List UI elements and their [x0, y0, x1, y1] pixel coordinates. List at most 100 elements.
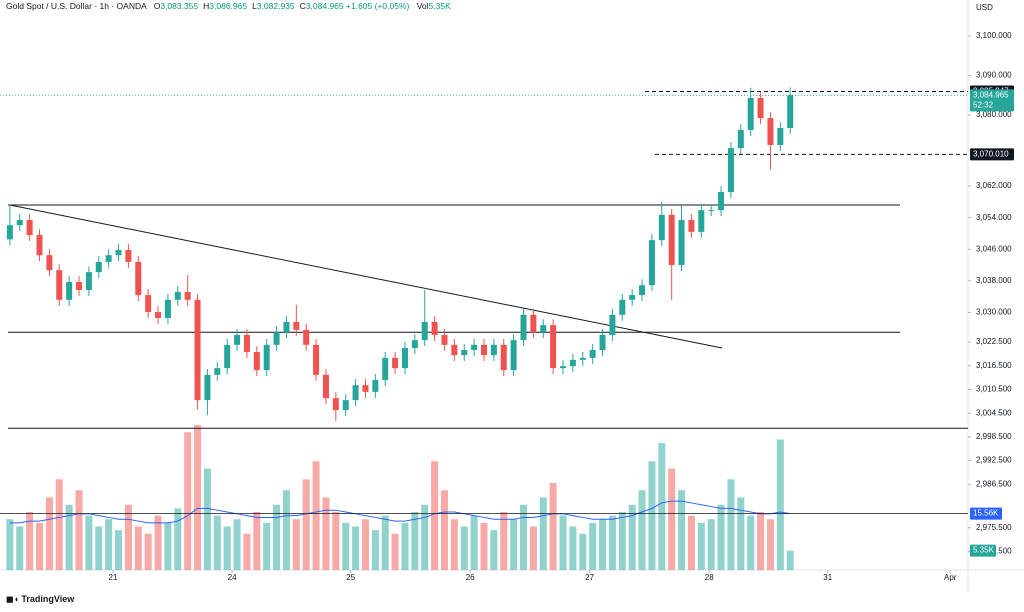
- field-value: 3,082.935: [256, 1, 295, 11]
- volume-bar: [579, 533, 587, 570]
- x-tick-label: 27: [585, 573, 594, 582]
- candle-body: [579, 357, 586, 360]
- candle-body: [214, 368, 221, 375]
- candle-body: [263, 344, 270, 371]
- volume-bar: [757, 512, 765, 570]
- candle-body: [313, 344, 320, 375]
- y-tick-label: 3,010.500: [976, 385, 1012, 394]
- y-tick-label: 2,986.500: [976, 479, 1012, 488]
- x-tick-label: 24: [228, 573, 237, 582]
- volume-bar: [737, 497, 745, 570]
- volume-bar: [115, 530, 123, 570]
- candle-body: [155, 312, 162, 318]
- last-price-box: [970, 89, 1014, 112]
- y-tick-label: 3,022.500: [976, 337, 1012, 346]
- volume-bar: [717, 504, 725, 570]
- volume-bar: [668, 468, 676, 570]
- candle-body: [569, 359, 576, 367]
- candle-body: [145, 295, 152, 313]
- volume-bar: [273, 504, 281, 570]
- candle-body: [95, 261, 102, 273]
- volume-bar: [381, 515, 389, 570]
- volume-bar: [628, 504, 636, 570]
- candle-body: [441, 334, 448, 345]
- volume-bar: [678, 490, 686, 570]
- volume-bar: [470, 515, 478, 570]
- y-tick-label: 3,046.000: [976, 244, 1012, 253]
- volume-bar: [766, 519, 774, 570]
- volume-bar: [569, 526, 577, 570]
- y-tick-label: 2,975.500: [976, 523, 1012, 532]
- candle-body: [411, 340, 418, 349]
- volume-bar: [312, 461, 320, 570]
- volume-bar: [589, 522, 597, 570]
- candle-body: [164, 299, 171, 318]
- candle-body: [658, 214, 665, 241]
- volume-bar: [450, 519, 458, 570]
- candle-body: [727, 148, 734, 192]
- volume-bar: [164, 522, 172, 570]
- candle-body: [619, 299, 626, 315]
- volume-bar: [391, 533, 399, 570]
- volume-ma: [9, 500, 791, 524]
- volume-bar: [490, 530, 498, 570]
- volume-bar: [302, 479, 310, 570]
- volume-bar: [520, 504, 528, 570]
- volume-bar: [648, 461, 656, 570]
- candle-body: [243, 334, 250, 352]
- volume-bar: [194, 425, 202, 570]
- y-tick-label: 3,062.000: [976, 181, 1012, 190]
- candle-body: [224, 344, 231, 369]
- candle-body: [76, 282, 83, 290]
- candle-body: [194, 299, 201, 401]
- volume-bar: [105, 519, 113, 570]
- volume-bar: [213, 515, 221, 570]
- volume-bar: [697, 522, 705, 570]
- candle-body: [253, 351, 260, 371]
- candle-body: [234, 334, 241, 345]
- candle-body: [708, 210, 715, 212]
- candle-body: [560, 366, 567, 369]
- candle-body: [698, 210, 705, 232]
- volume-bar: [134, 526, 142, 570]
- field-value: 3,084.965: [305, 1, 344, 11]
- y-tick-label: 2,998.500: [976, 432, 1012, 441]
- volume-bar: [440, 490, 448, 570]
- volume-bar: [707, 519, 715, 570]
- candle-body: [342, 400, 349, 411]
- x-tick-label: 25: [346, 573, 355, 582]
- candle-body: [56, 270, 63, 300]
- volume-bar: [26, 512, 34, 570]
- legend-header: Gold Spot / U.S. Dollar · 1h · OANDA O3,…: [6, 1, 451, 11]
- volume-bar: [75, 490, 83, 570]
- candle-body: [303, 329, 310, 345]
- y-tick-label: 3,090.000: [976, 71, 1012, 80]
- candle-body: [688, 220, 695, 232]
- candle-body: [174, 291, 181, 300]
- candle-body: [471, 344, 478, 350]
- x-tick-label: 28: [705, 573, 714, 582]
- x-tick-label: Apr: [944, 573, 957, 582]
- footer-text: TradingView: [21, 594, 75, 604]
- volume-bar: [16, 526, 24, 570]
- volume-bar: [263, 522, 271, 570]
- candle-body: [609, 314, 616, 335]
- y-tick-label: 3,030.000: [976, 308, 1012, 317]
- candle-body: [550, 325, 557, 369]
- volume-bar: [243, 533, 251, 570]
- candle-body: [372, 380, 379, 392]
- candle-body: [678, 220, 685, 266]
- volume-bar: [174, 508, 182, 570]
- candle-body: [767, 118, 774, 145]
- candle-body: [461, 349, 468, 356]
- candle-body: [362, 385, 369, 392]
- volume-bar: [608, 515, 616, 570]
- candle-body: [451, 344, 458, 356]
- candle-body: [184, 291, 191, 300]
- y-tick-label: 3,080.000: [976, 110, 1012, 119]
- candle-body: [490, 344, 497, 356]
- chart: USD 3,100.000 3,090.000 3,080.000 3,062.000…: [0, 0, 1024, 592]
- candle-body: [401, 348, 408, 369]
- volume-bar: [510, 519, 518, 570]
- volume-bar: [421, 504, 429, 570]
